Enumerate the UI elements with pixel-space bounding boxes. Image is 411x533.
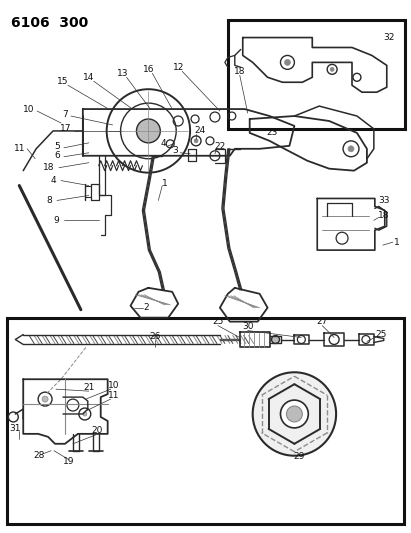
Text: 6: 6 xyxy=(54,151,60,160)
Circle shape xyxy=(42,396,48,402)
Text: 10: 10 xyxy=(23,104,35,114)
Text: 19: 19 xyxy=(63,457,75,466)
Text: 18: 18 xyxy=(378,211,390,220)
Text: 13: 13 xyxy=(117,69,128,78)
Circle shape xyxy=(194,139,198,143)
Text: 32: 32 xyxy=(383,33,395,42)
Circle shape xyxy=(272,336,279,343)
Text: 27: 27 xyxy=(316,317,328,326)
Text: 18: 18 xyxy=(234,67,245,76)
Text: 16: 16 xyxy=(143,65,154,74)
Bar xyxy=(7,318,404,524)
Text: 12: 12 xyxy=(173,63,184,72)
Text: 8: 8 xyxy=(46,196,52,205)
Text: 21: 21 xyxy=(83,383,95,392)
Bar xyxy=(228,20,405,129)
Circle shape xyxy=(284,59,291,66)
Text: 17: 17 xyxy=(60,124,72,133)
Text: 23: 23 xyxy=(266,128,277,138)
Text: 14: 14 xyxy=(83,73,95,82)
Text: 33: 33 xyxy=(378,196,390,205)
Text: 31: 31 xyxy=(9,424,21,433)
Text: 28: 28 xyxy=(33,451,45,460)
Text: 29: 29 xyxy=(294,452,305,461)
Text: 15: 15 xyxy=(57,77,69,86)
Text: 18: 18 xyxy=(43,163,55,172)
Text: 26: 26 xyxy=(150,332,161,341)
Circle shape xyxy=(330,67,334,71)
Text: 3: 3 xyxy=(172,146,178,155)
Text: 1: 1 xyxy=(394,238,399,247)
Text: 9: 9 xyxy=(53,216,59,225)
Text: 6106  300: 6106 300 xyxy=(12,15,89,30)
Text: 25: 25 xyxy=(212,317,224,326)
Circle shape xyxy=(136,119,160,143)
Text: 10: 10 xyxy=(108,381,119,390)
Text: 4: 4 xyxy=(160,139,166,148)
Text: 11: 11 xyxy=(14,144,25,154)
Circle shape xyxy=(83,412,87,416)
Text: 20: 20 xyxy=(91,426,102,435)
Text: 7: 7 xyxy=(62,110,68,118)
Text: 22: 22 xyxy=(214,142,226,151)
Circle shape xyxy=(253,372,336,456)
Circle shape xyxy=(280,400,308,428)
Text: 30: 30 xyxy=(242,322,254,331)
Text: 4: 4 xyxy=(50,176,56,185)
Text: 5: 5 xyxy=(54,142,60,151)
Circle shape xyxy=(348,146,354,152)
Text: 2: 2 xyxy=(143,303,149,312)
Text: 11: 11 xyxy=(108,391,119,400)
Circle shape xyxy=(286,406,302,422)
Text: 24: 24 xyxy=(194,126,206,135)
Text: 1: 1 xyxy=(162,179,168,188)
Text: 25: 25 xyxy=(375,330,386,339)
